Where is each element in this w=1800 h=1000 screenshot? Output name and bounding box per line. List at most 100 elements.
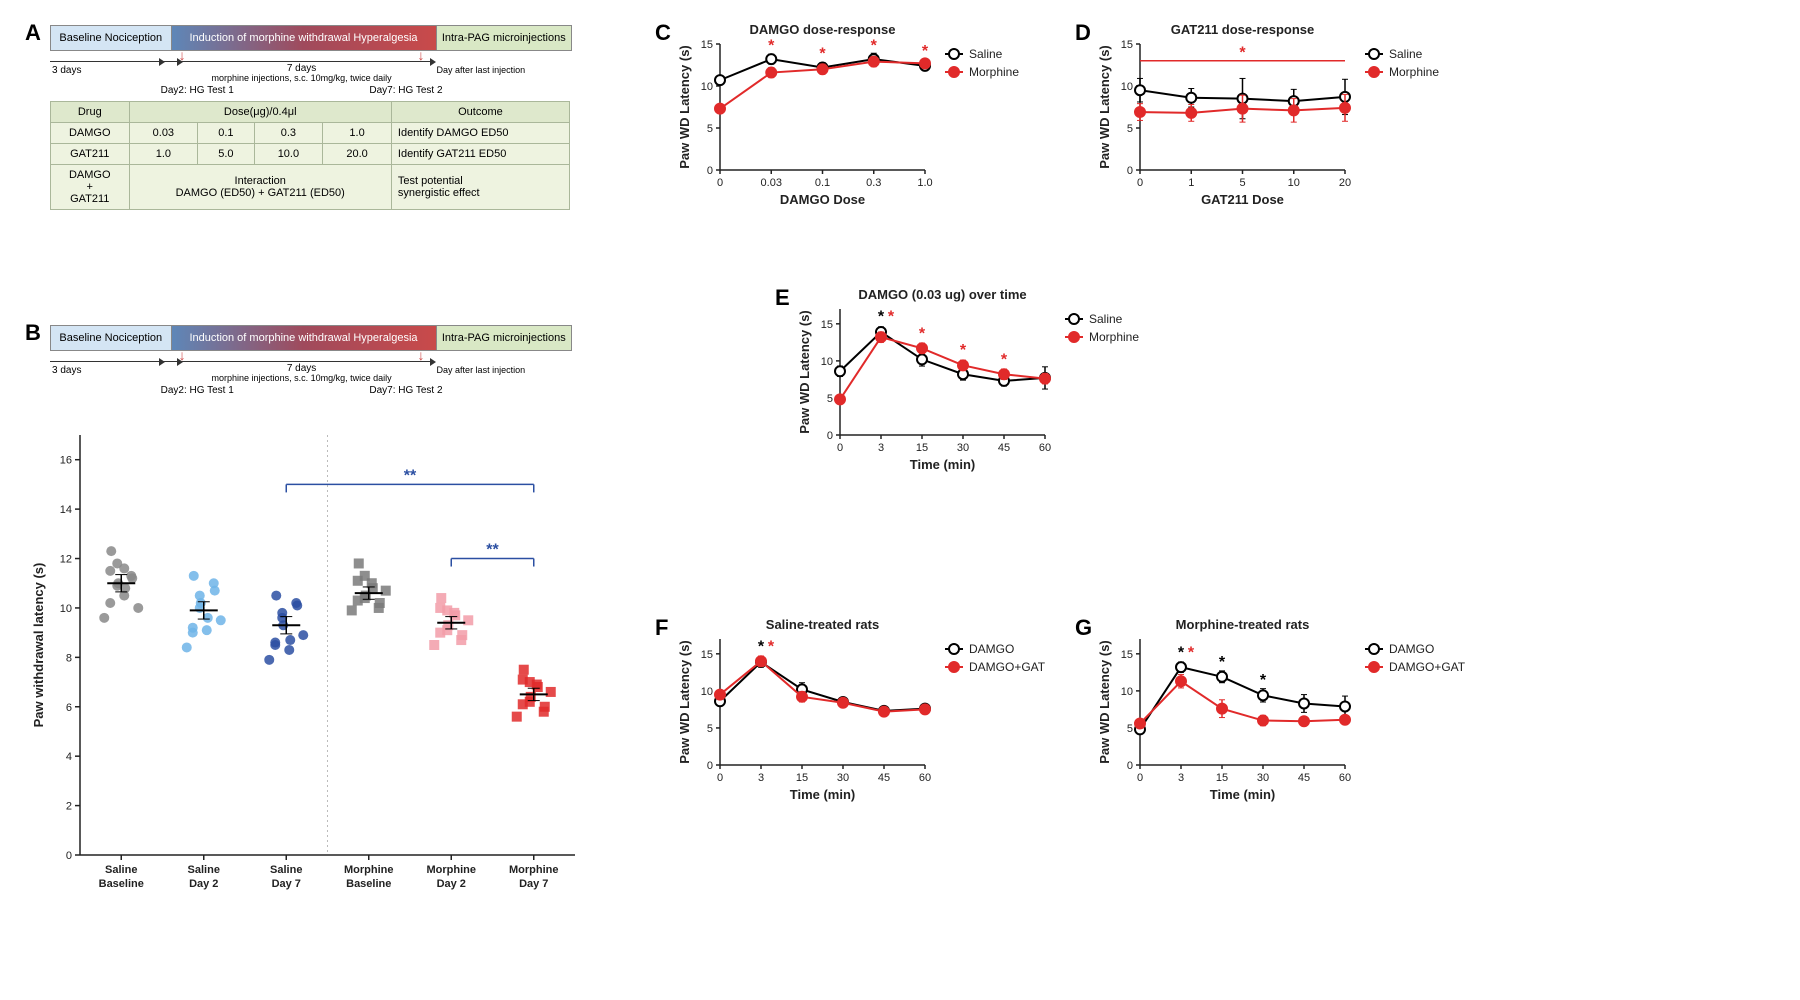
- svg-text:30: 30: [957, 442, 969, 454]
- svg-text:**: **: [404, 467, 417, 484]
- svg-text:3: 3: [1178, 772, 1184, 784]
- svg-text:15: 15: [796, 772, 808, 784]
- svg-text:2: 2: [66, 801, 72, 813]
- svg-text:*: *: [758, 639, 765, 656]
- svg-text:Day 2: Day 2: [437, 878, 466, 890]
- svg-text:Time (min): Time (min): [1210, 787, 1276, 802]
- svg-text:Morphine: Morphine: [427, 864, 477, 876]
- panel-c: CDAMGO dose-response05101500.030.10.31.0…: [655, 20, 1055, 270]
- panel-c-chart: DAMGO dose-response05101500.030.10.31.0D…: [675, 20, 1075, 260]
- svg-text:1: 1: [1188, 177, 1194, 189]
- svg-text:45: 45: [878, 772, 890, 784]
- panel-g-chart: Morphine-treated rats0510150315304560Tim…: [1095, 615, 1495, 855]
- svg-text:*: *: [819, 45, 826, 62]
- svg-text:DAMGO Dose: DAMGO Dose: [780, 192, 865, 207]
- svg-text:10: 10: [821, 356, 833, 368]
- svg-text:0.03: 0.03: [761, 177, 782, 189]
- svg-text:0: 0: [1127, 760, 1133, 772]
- svg-text:Paw WD Latency (s): Paw WD Latency (s): [797, 310, 812, 434]
- svg-text:0: 0: [707, 165, 713, 177]
- drug-table: DrugDose(μg)/0.4μlOutcomeDAMGO0.030.10.3…: [50, 101, 570, 210]
- panel-f-label: F: [655, 615, 668, 641]
- svg-text:Morphine-treated rats: Morphine-treated rats: [1176, 617, 1310, 632]
- svg-text:15: 15: [1121, 39, 1133, 51]
- table-row: DAMGO+GAT211InteractionDAMGO (ED50) + GA…: [51, 165, 570, 210]
- svg-text:Paw WD Latency (s): Paw WD Latency (s): [1097, 45, 1112, 169]
- panel-c-label: C: [655, 20, 671, 46]
- svg-text:5: 5: [707, 723, 713, 735]
- svg-text:0.1: 0.1: [815, 177, 830, 189]
- svg-text:5: 5: [707, 123, 713, 135]
- table-row: GAT2111.05.010.020.0Identify GAT211 ED50: [51, 144, 570, 165]
- svg-text:GAT211 dose-response: GAT211 dose-response: [1171, 22, 1315, 37]
- svg-text:*: *: [888, 309, 895, 326]
- svg-text:Morphine: Morphine: [344, 864, 394, 876]
- svg-text:Day 7: Day 7: [272, 878, 301, 890]
- svg-text:Saline: Saline: [969, 47, 1003, 61]
- svg-text:Saline: Saline: [105, 864, 137, 876]
- svg-text:0.3: 0.3: [866, 177, 881, 189]
- svg-text:15: 15: [1121, 649, 1133, 661]
- panel-e-chart: DAMGO (0.03 ug) over time051015031530456…: [795, 285, 1195, 525]
- svg-text:Baseline: Baseline: [99, 878, 144, 890]
- timeline-seg-3: Intra-PAG microinjections: [437, 26, 571, 50]
- svg-text:*: *: [1178, 645, 1185, 662]
- panel-d: DGAT211 dose-response0510150151020GAT211…: [1075, 20, 1475, 270]
- svg-text:Paw WD Latency (s): Paw WD Latency (s): [677, 45, 692, 169]
- svg-text:*: *: [768, 38, 775, 55]
- svg-text:5: 5: [827, 393, 833, 405]
- svg-text:Saline-treated rats: Saline-treated rats: [766, 617, 879, 632]
- svg-text:10: 10: [701, 686, 713, 698]
- svg-text:0: 0: [1137, 177, 1143, 189]
- svg-text:60: 60: [1039, 442, 1051, 454]
- svg-text:DAMGO: DAMGO: [969, 642, 1014, 656]
- svg-text:Paw WD Latency (s): Paw WD Latency (s): [677, 640, 692, 764]
- svg-text:Paw WD Latency (s): Paw WD Latency (s): [1097, 640, 1112, 764]
- panel-f: FSaline-treated rats0510150315304560Time…: [655, 615, 1055, 865]
- svg-text:8: 8: [66, 652, 72, 664]
- svg-text:DAMGO: DAMGO: [1389, 642, 1434, 656]
- panel-d-label: D: [1075, 20, 1091, 46]
- svg-text:Morphine: Morphine: [509, 864, 559, 876]
- svg-text:*: *: [1188, 645, 1195, 662]
- svg-text:3: 3: [758, 772, 764, 784]
- svg-text:0: 0: [1127, 165, 1133, 177]
- svg-text:15: 15: [1216, 772, 1228, 784]
- svg-text:10: 10: [701, 81, 713, 93]
- svg-text:Saline: Saline: [188, 864, 220, 876]
- svg-text:*: *: [878, 309, 885, 326]
- svg-text:*: *: [960, 342, 967, 359]
- svg-text:**: **: [486, 542, 499, 559]
- svg-text:DAMGO dose-response: DAMGO dose-response: [750, 22, 896, 37]
- svg-text:0: 0: [717, 177, 723, 189]
- svg-text:10: 10: [60, 603, 72, 615]
- svg-text:16: 16: [60, 455, 72, 467]
- panel-f-chart: Saline-treated rats0510150315304560Time …: [675, 615, 1075, 855]
- svg-text:0: 0: [827, 430, 833, 442]
- svg-text:6: 6: [66, 702, 72, 714]
- svg-text:10: 10: [1121, 686, 1133, 698]
- svg-text:45: 45: [1298, 772, 1310, 784]
- svg-text:5: 5: [1127, 723, 1133, 735]
- svg-text:DAMGO (0.03 ug) over time: DAMGO (0.03 ug) over time: [858, 287, 1026, 302]
- panel-b: BBaseline NociceptionInduction of morphi…: [25, 320, 605, 960]
- svg-text:10: 10: [1121, 81, 1133, 93]
- svg-text:0: 0: [1137, 772, 1143, 784]
- svg-text:Saline: Saline: [1389, 47, 1423, 61]
- svg-text:0: 0: [717, 772, 723, 784]
- timeline-seg-2: Induction of morphine withdrawal Hyperal…: [172, 26, 437, 50]
- panel-b-chart: 0246810121416Paw withdrawal latency (s)S…: [25, 405, 585, 925]
- svg-text:5: 5: [1239, 177, 1245, 189]
- svg-text:Baseline: Baseline: [346, 878, 391, 890]
- svg-text:Paw withdrawal latency (s): Paw withdrawal latency (s): [31, 563, 46, 728]
- svg-text:Time (min): Time (min): [790, 787, 856, 802]
- svg-text:*: *: [768, 639, 775, 656]
- svg-text:0: 0: [707, 760, 713, 772]
- svg-text:5: 5: [1127, 123, 1133, 135]
- svg-text:GAT211 Dose: GAT211 Dose: [1201, 192, 1284, 207]
- svg-text:0: 0: [837, 442, 843, 454]
- svg-text:*: *: [919, 326, 926, 343]
- svg-text:60: 60: [1339, 772, 1351, 784]
- svg-text:15: 15: [821, 319, 833, 331]
- svg-text:15: 15: [916, 442, 928, 454]
